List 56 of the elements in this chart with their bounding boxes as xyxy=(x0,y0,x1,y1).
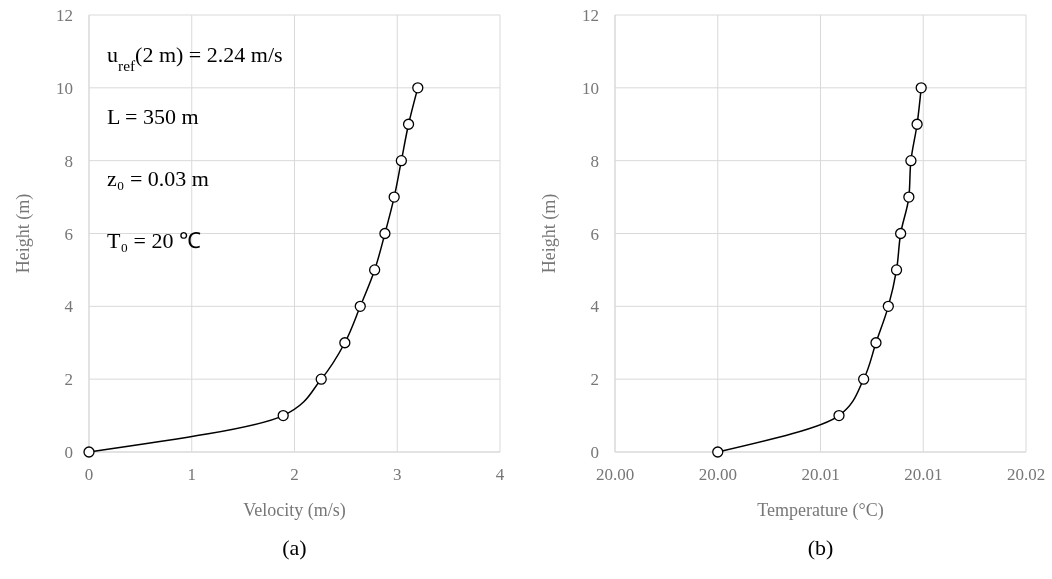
y-tick-label: 8 xyxy=(64,151,73,171)
x-tick-label: 20.02 xyxy=(1006,465,1046,484)
point xyxy=(911,118,923,130)
y-tick-label: 2 xyxy=(590,370,599,390)
text: (a) xyxy=(282,535,307,560)
point xyxy=(915,82,927,94)
y-tick-label: 6 xyxy=(590,224,599,244)
x-tick-label: 1 xyxy=(187,465,196,484)
point xyxy=(388,191,400,203)
point xyxy=(895,227,907,240)
annotation: L = 350 m xyxy=(107,104,199,129)
x-tick-label: 20.01 xyxy=(801,465,840,484)
x-tick-label: 20.01 xyxy=(904,465,943,484)
y-tick-label: 6 xyxy=(64,224,73,244)
y-tick-label: 10 xyxy=(582,78,599,98)
x-tick-label: 4 xyxy=(495,465,505,484)
point xyxy=(369,264,381,276)
point xyxy=(890,264,903,276)
y-tick-label: 2 xyxy=(64,370,73,390)
point xyxy=(379,227,391,240)
annotation: z₀ = 0.03 m xyxy=(107,166,209,191)
x-axis-title: Velocity (m/s) xyxy=(243,500,346,521)
y-axis-title: Height (m) xyxy=(539,193,560,274)
point xyxy=(354,300,366,312)
annotation: u$_{ref}$(2 m) = 2.24 m/s xyxy=(107,42,283,74)
point xyxy=(412,82,424,94)
point xyxy=(395,155,408,167)
point xyxy=(905,155,917,167)
x-tick-label: 0 xyxy=(84,465,94,484)
x-axis-title: Temperature (°C) xyxy=(757,500,884,521)
y-tick-label: 0 xyxy=(590,443,599,462)
x-tick-label: 3 xyxy=(393,465,402,484)
x-tick-label: 20.00 xyxy=(698,465,737,484)
y-tick-label: 0 xyxy=(64,443,73,462)
point xyxy=(858,373,870,385)
point xyxy=(903,191,915,203)
y-tick-label: 10 xyxy=(56,78,73,98)
point xyxy=(339,337,351,349)
y-tick-label: 4 xyxy=(64,297,74,317)
y-tick-label: 12 xyxy=(56,6,73,25)
y-tick-label: 8 xyxy=(590,151,599,171)
point xyxy=(402,118,415,130)
point xyxy=(882,300,894,312)
point xyxy=(277,409,289,422)
point xyxy=(833,409,845,422)
x-tick-label: 2 xyxy=(290,465,299,484)
point xyxy=(870,337,882,349)
point xyxy=(315,373,327,385)
point xyxy=(712,446,724,458)
annotation: T₀ = 20 ℃ xyxy=(107,228,202,253)
y-tick-label: 12 xyxy=(582,6,599,25)
x-tick-label: 20.00 xyxy=(595,465,635,484)
text: (b) xyxy=(807,535,834,560)
y-tick-label: 4 xyxy=(590,297,600,317)
point xyxy=(83,446,95,458)
y-axis-title: Height (m) xyxy=(13,193,34,274)
